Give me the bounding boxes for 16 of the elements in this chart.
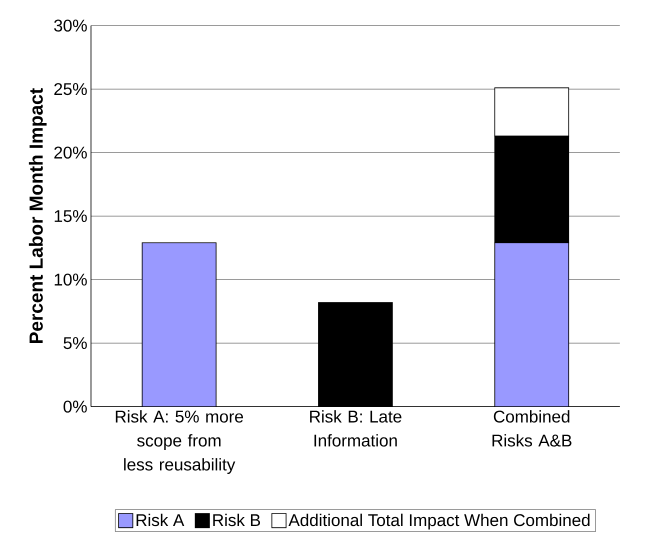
- y-tick-label: 5%: [64, 337, 87, 350]
- y-tick-label: 0%: [64, 400, 87, 413]
- bar: [494, 242, 570, 407]
- legend-label: Additional Total Impact When Combined: [288, 514, 590, 530]
- legend-label: Risk B: [213, 514, 260, 526]
- y-tick-label: 15%: [54, 210, 87, 222]
- x-tick-label: Combined Risks A&B: [492, 410, 572, 447]
- y-tick-label: 10%: [54, 274, 87, 286]
- bar: [142, 242, 216, 407]
- legend-label: Risk A: [136, 514, 184, 526]
- x-tick-label: Risk A: 5% more scope from less reusability: [116, 410, 244, 474]
- y-tick-label: 30%: [54, 20, 87, 32]
- y-tick-label: 25%: [54, 83, 87, 96]
- y-axis-title: Percent Labor Month Impact: [28, 88, 47, 344]
- x-tick-label: Risk B: Late Information: [310, 410, 402, 447]
- y-tick-label: 20%: [54, 146, 87, 159]
